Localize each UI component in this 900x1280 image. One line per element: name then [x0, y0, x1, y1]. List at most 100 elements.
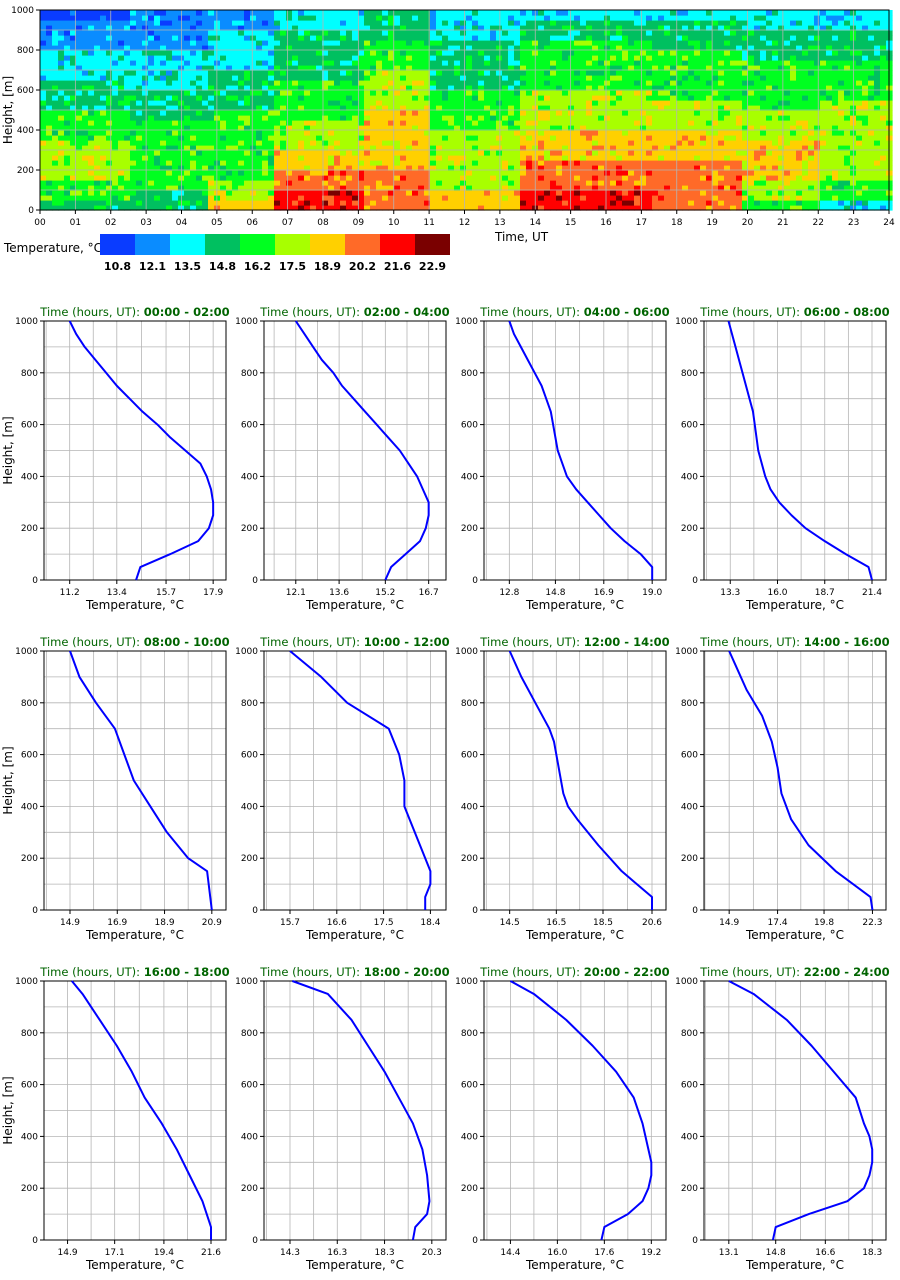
- heatmap-cell: [244, 170, 251, 176]
- heatmap-cell: [772, 160, 779, 166]
- heatmap-cell: [184, 80, 191, 86]
- heatmap-cell: [202, 105, 209, 111]
- heatmap-cell: [406, 170, 413, 176]
- heatmap-cell: [280, 145, 287, 151]
- heatmap-cell: [688, 55, 695, 61]
- heatmap-cell: [118, 25, 125, 31]
- heatmap-cell: [652, 160, 659, 166]
- heatmap-cell: [376, 80, 383, 86]
- heatmap-cell: [64, 140, 71, 146]
- heatmap-cell: [634, 25, 641, 31]
- heatmap-cell: [370, 50, 377, 56]
- heatmap-cell: [748, 150, 755, 156]
- heatmap-cell: [130, 70, 137, 76]
- heatmap-cell: [40, 140, 47, 146]
- heatmap-cell: [208, 30, 215, 36]
- heatmap-cell: [448, 185, 455, 191]
- heatmap-cell: [436, 130, 443, 136]
- heatmap-cell: [160, 190, 167, 196]
- heatmap-cell: [574, 120, 581, 126]
- heatmap-cell: [676, 150, 683, 156]
- heatmap-cell: [634, 200, 641, 206]
- heatmap-cell: [400, 35, 407, 41]
- heatmap-cell: [646, 205, 653, 211]
- heatmap-cell: [262, 50, 269, 56]
- heatmap-cell: [262, 195, 269, 201]
- heatmap-cell: [694, 70, 701, 76]
- heatmap-cell: [256, 180, 263, 186]
- heatmap-cell: [154, 145, 161, 151]
- heatmap-cell: [340, 145, 347, 151]
- heatmap-cell: [220, 85, 227, 91]
- heatmap-cell: [280, 40, 287, 46]
- heatmap-cell: [358, 50, 365, 56]
- heatmap-cell: [646, 95, 653, 101]
- heatmap-cell: [370, 175, 377, 181]
- heatmap-cell: [202, 165, 209, 171]
- heatmap-cell: [514, 115, 521, 121]
- heatmap-cell: [268, 70, 275, 76]
- heatmap-cell: [268, 80, 275, 86]
- heatmap-cell: [712, 105, 719, 111]
- heatmap-cell: [418, 150, 425, 156]
- heatmap-cell: [490, 120, 497, 126]
- heatmap-cell: [424, 15, 431, 21]
- heatmap-cell: [682, 75, 689, 81]
- heatmap-cell: [742, 80, 749, 86]
- heatmap-cell: [778, 105, 785, 111]
- heatmap-cell: [568, 145, 575, 151]
- heatmap-cell: [184, 30, 191, 36]
- heatmap-cell: [70, 70, 77, 76]
- heatmap-cell: [268, 55, 275, 61]
- heatmap-cell: [382, 20, 389, 26]
- heatmap-cell: [394, 100, 401, 106]
- heatmap-cell: [250, 160, 257, 166]
- heatmap-cell: [538, 15, 545, 21]
- heatmap-cell: [160, 160, 167, 166]
- heatmap-cell: [736, 40, 743, 46]
- heatmap-cell: [220, 90, 227, 96]
- heatmap-cell: [502, 100, 509, 106]
- heatmap-cell: [238, 150, 245, 156]
- heatmap-cell: [586, 120, 593, 126]
- heatmap-cell: [316, 20, 323, 26]
- heatmap-cell: [292, 50, 299, 56]
- heatmap-cell: [634, 10, 641, 16]
- heatmap-cell: [724, 60, 731, 66]
- heatmap-cell: [256, 65, 263, 71]
- heatmap-cell: [502, 190, 509, 196]
- heatmap-cell: [136, 55, 143, 61]
- heatmap-cell: [364, 200, 371, 206]
- heatmap-cell: [730, 10, 737, 16]
- heatmap-cell: [466, 155, 473, 161]
- heatmap-cell: [208, 80, 215, 86]
- heatmap-cell: [700, 190, 707, 196]
- heatmap-cell: [712, 155, 719, 161]
- heatmap-cell: [130, 125, 137, 131]
- heatmap-cell: [580, 10, 587, 16]
- heatmap-cell: [352, 145, 359, 151]
- heatmap-cell: [370, 115, 377, 121]
- heatmap-cell: [40, 75, 47, 81]
- heatmap-cell: [160, 140, 167, 146]
- heatmap-cell: [550, 20, 557, 26]
- heatmap-cell: [442, 200, 449, 206]
- heatmap-cell: [406, 110, 413, 116]
- heatmap-cell: [640, 110, 647, 116]
- heatmap-cell: [214, 175, 221, 181]
- heatmap-cell: [406, 75, 413, 81]
- heatmap-cell: [550, 80, 557, 86]
- heatmap-cell: [328, 185, 335, 191]
- heatmap-cell: [148, 50, 155, 56]
- heatmap-cell: [604, 35, 611, 41]
- heatmap-cell: [352, 110, 359, 116]
- heatmap-cell: [376, 35, 383, 41]
- heatmap-cell: [286, 50, 293, 56]
- heatmap-cell: [58, 95, 65, 101]
- heatmap-cell: [514, 135, 521, 141]
- heatmap-cell: [352, 55, 359, 61]
- heatmap-cell: [274, 50, 281, 56]
- heatmap-cell: [778, 145, 785, 151]
- heatmap-cell: [634, 20, 641, 26]
- heatmap-cell: [262, 65, 269, 71]
